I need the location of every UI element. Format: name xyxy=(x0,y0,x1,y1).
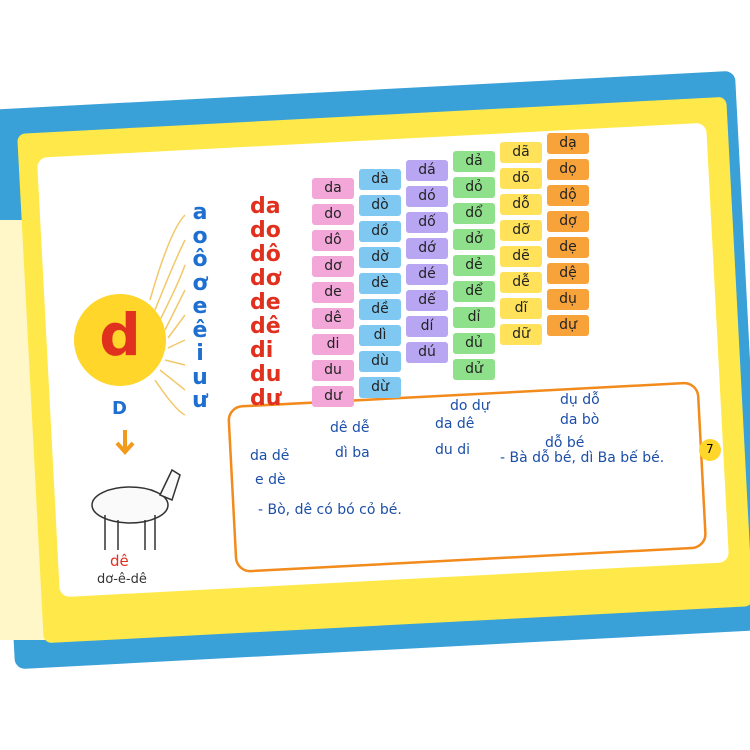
goat xyxy=(91,468,181,550)
syllable-cell: do xyxy=(312,204,354,225)
syllable: do xyxy=(250,218,281,243)
vowel: ư xyxy=(192,388,208,413)
big-letter: d xyxy=(99,301,141,369)
syllable-cell: dệ xyxy=(547,263,589,284)
syllable-cell: dủ xyxy=(453,333,495,354)
syllable-cell: dé xyxy=(406,264,448,285)
phrase: e dè xyxy=(255,472,286,488)
syllable-cell: dò xyxy=(359,195,401,216)
syllable: de xyxy=(250,290,281,315)
syllable-cell: dè xyxy=(359,273,401,294)
syllable-cell: dự xyxy=(547,315,589,336)
spelling: dơ-ê-dê xyxy=(97,572,147,587)
syllable-cell: di xyxy=(312,334,354,355)
syllable-cell: dư xyxy=(312,386,354,407)
phrase: du di xyxy=(435,442,470,458)
syllable-cell: dộ xyxy=(547,185,589,206)
syllable-cell: dờ xyxy=(359,247,401,268)
syllable-cell: du xyxy=(312,360,354,381)
page-badge xyxy=(699,439,721,461)
syllable: dê xyxy=(250,314,281,339)
syllable-cell: dá xyxy=(406,160,448,181)
syllable-cell: dề xyxy=(359,299,401,320)
syllable-cell: dẹ xyxy=(547,237,589,258)
phrase: da dê xyxy=(435,416,475,432)
syllable-cell: dỡ xyxy=(500,220,542,241)
syllable-cell: dồ xyxy=(359,221,401,242)
syllable-cell: dố xyxy=(406,212,448,233)
page-number: 7 xyxy=(706,442,714,456)
syllable-cell: dế xyxy=(406,290,448,311)
syllable-cell: dỏ xyxy=(453,177,495,198)
syllable-cell: dõ xyxy=(500,168,542,189)
syllable-cell: dù xyxy=(359,351,401,372)
example-word: dê xyxy=(110,552,129,570)
syllable-cell: dẽ xyxy=(500,246,542,267)
syllable-cell: dô xyxy=(312,230,354,251)
syllable: da xyxy=(250,194,281,219)
syllable-cell: dễ xyxy=(500,272,542,293)
syllable-cell: dữ xyxy=(500,324,542,345)
vowel: ô xyxy=(192,247,208,272)
syllable-cell: dớ xyxy=(406,238,448,259)
syllable-cell: dụ xyxy=(547,289,589,310)
syllable-cell: dẻ xyxy=(453,255,495,276)
syllable-cell: de xyxy=(312,282,354,303)
sun xyxy=(74,294,166,386)
syllable-cell: dợ xyxy=(547,211,589,232)
phrase: dê dễ xyxy=(330,420,370,436)
phrase: da dẻ xyxy=(250,448,290,464)
phrase: dỗ bé xyxy=(545,435,585,451)
syllable-cell: dơ xyxy=(312,256,354,277)
syllable-cell: dừ xyxy=(359,377,401,398)
syllable-cell: dà xyxy=(359,169,401,190)
syllable-cell: da xyxy=(312,178,354,199)
syllable: dô xyxy=(250,242,281,267)
syllable: dơ xyxy=(250,266,281,291)
syllable: du xyxy=(250,362,282,387)
vowel: i xyxy=(196,341,204,366)
syllable-cell: dả xyxy=(453,151,495,172)
vowel: ơ xyxy=(192,270,208,296)
syllable-cell: dổ xyxy=(453,203,495,224)
upper-letter: D xyxy=(112,398,127,419)
syllable-cell: dỗ xyxy=(500,194,542,215)
phrase: - Bà dỗ bé, dì Ba bế bé. xyxy=(500,450,665,466)
syllable-cell: dú xyxy=(406,342,448,363)
syllable-cell: dí xyxy=(406,316,448,337)
phrase-box xyxy=(227,381,707,573)
syllable-cell: dở xyxy=(453,229,495,250)
syllable-cell: dể xyxy=(453,281,495,302)
syllable-cell: dĩ xyxy=(500,298,542,319)
phrase: do dự xyxy=(450,398,490,414)
syllable-cell: dọ xyxy=(547,159,589,180)
syllable: di xyxy=(250,338,274,363)
syllable-cell: dì xyxy=(359,325,401,346)
syllable-cell: dỉ xyxy=(453,307,495,328)
vowel: ê xyxy=(192,317,208,343)
vowel: e xyxy=(192,294,208,319)
syllable-cell: dã xyxy=(500,142,542,163)
phrase: dụ dỗ xyxy=(560,392,600,408)
syllable-cell: dê xyxy=(312,308,354,329)
syllable-cell: dử xyxy=(453,359,495,380)
syllable: dư xyxy=(250,386,282,411)
vowel: u xyxy=(192,364,208,390)
phrase: - Bò, dê có bó cỏ bé. xyxy=(258,502,402,518)
vowel: o xyxy=(192,223,208,249)
phrase: dì ba xyxy=(335,445,370,461)
vowel: a xyxy=(192,200,208,225)
syllable-cell: dạ xyxy=(547,133,589,154)
syllable-cell: dó xyxy=(406,186,448,207)
phrase: da bò xyxy=(560,412,600,428)
